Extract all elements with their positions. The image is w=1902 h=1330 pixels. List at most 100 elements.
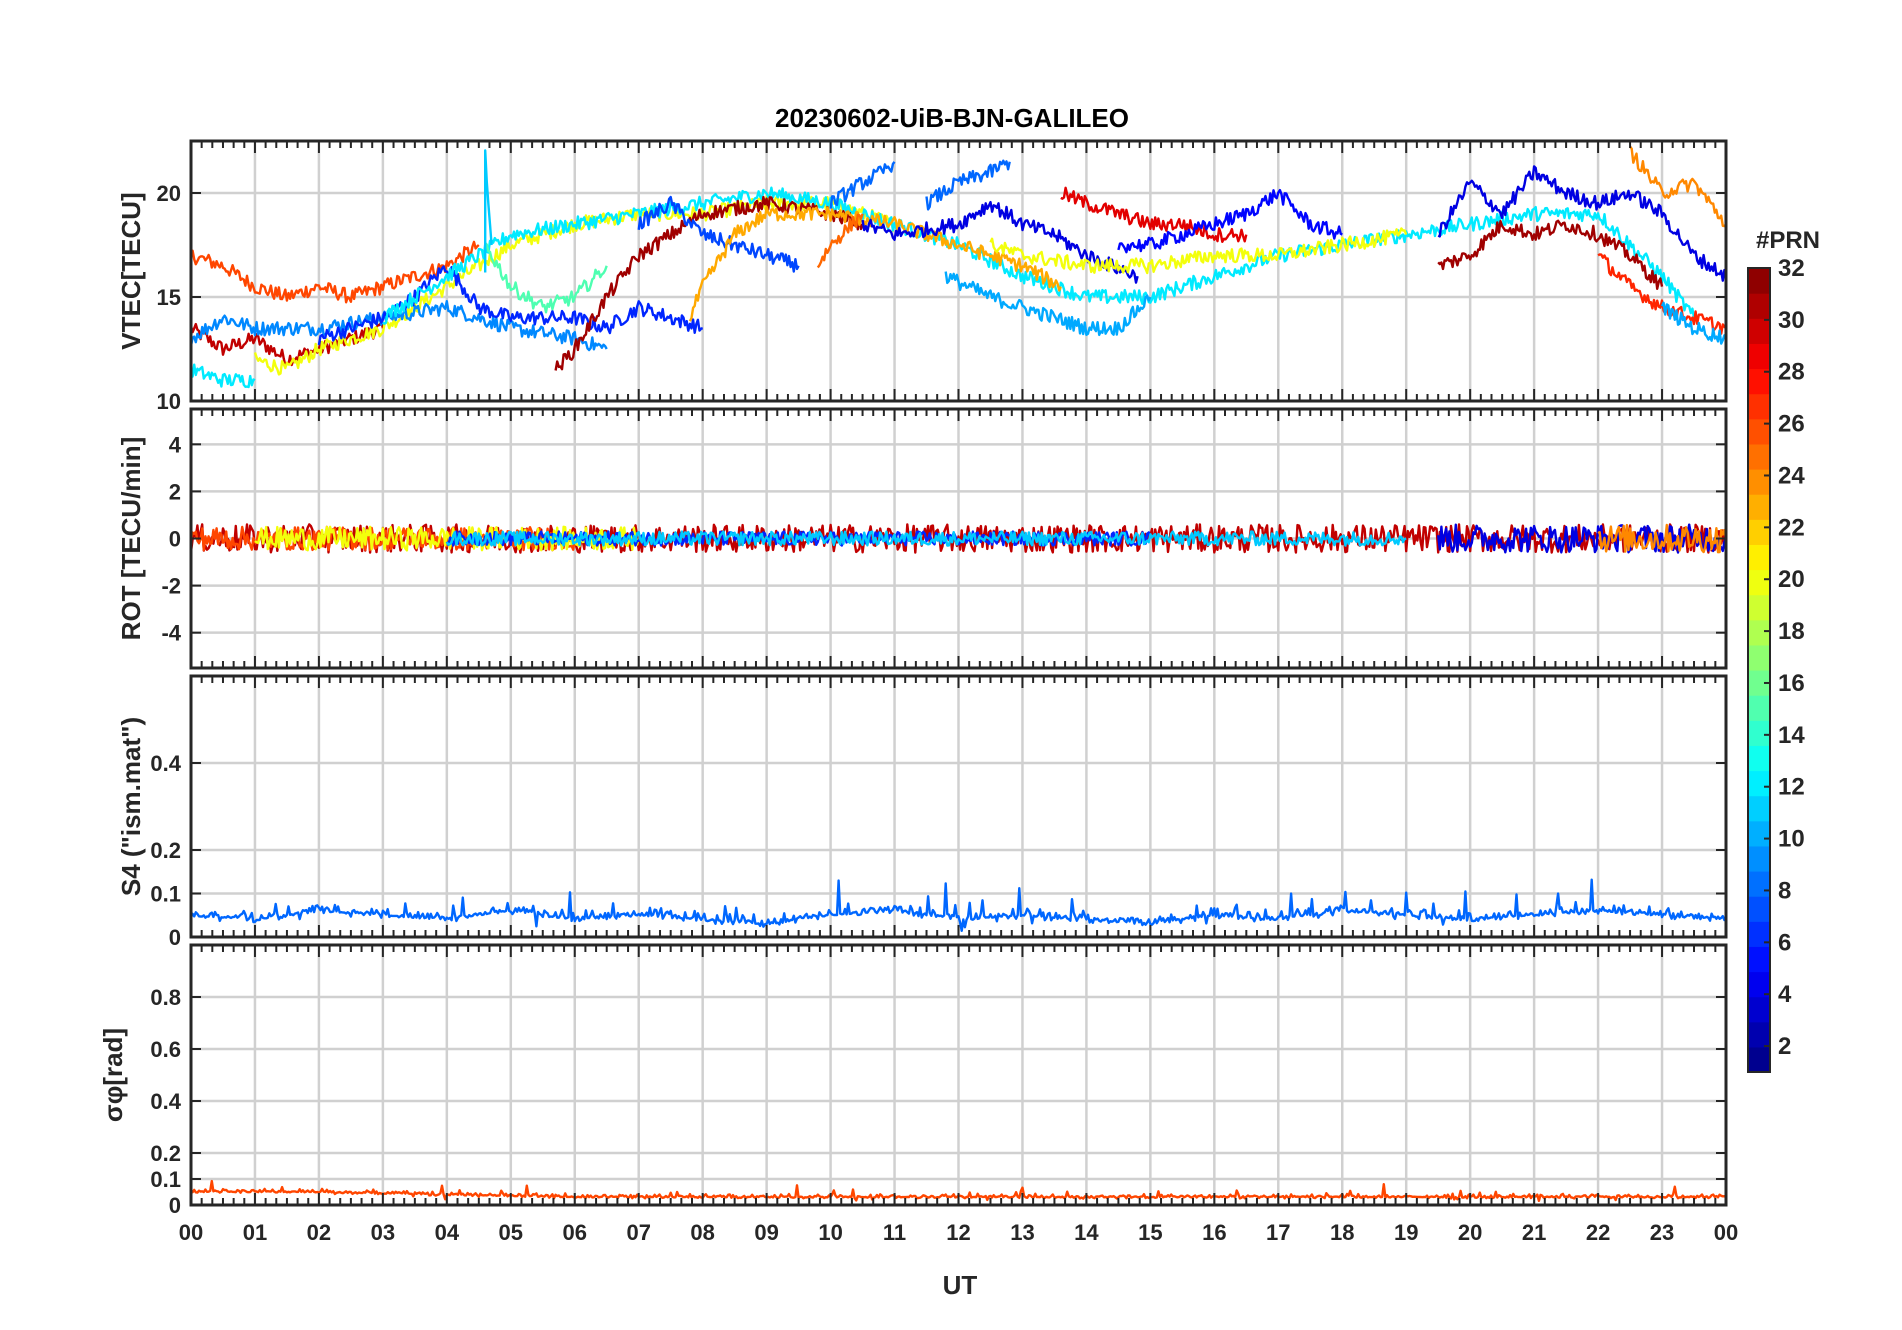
colorbar-tick-label: 10 bbox=[1778, 826, 1805, 853]
series-line-prn-24-22 bbox=[1629, 145, 1726, 228]
colorbar-segment bbox=[1748, 293, 1770, 319]
colorbar-tick-label: 6 bbox=[1778, 929, 1791, 956]
x-tick-label: 05 bbox=[499, 1220, 523, 1245]
grid bbox=[191, 676, 1726, 939]
x-tick-label: 07 bbox=[626, 1220, 650, 1245]
series-line-prn-12-6 bbox=[382, 186, 1696, 325]
colorbar-segment bbox=[1748, 544, 1770, 571]
colorbar-segment bbox=[1748, 996, 1770, 1023]
colorbar-tick-label: 30 bbox=[1778, 307, 1805, 334]
colorbar-tick-label: 18 bbox=[1778, 618, 1805, 645]
y-tick-label: 2 bbox=[169, 479, 181, 504]
y-axis-label: S4 ("ism.mat") bbox=[116, 717, 146, 896]
series-line-prn-5-19 bbox=[1117, 188, 1343, 254]
x-ticks bbox=[190, 676, 1727, 937]
colorbar-segment bbox=[1748, 318, 1770, 344]
panel-3: 0 0.1 0.2 0.4S4 ("ism.mat") bbox=[116, 674, 1728, 950]
y-tick-label: 0.6 bbox=[150, 1037, 181, 1062]
y-tick-label: -4 bbox=[161, 621, 181, 646]
series-line-prn-4-5 bbox=[1437, 523, 1726, 554]
x-tick-labels: 00 01 02 03 04 05 06 07 08 09 10 11 12 13 14 15 16 17 18 19… bbox=[179, 1220, 1738, 1245]
colorbar-segment bbox=[1748, 670, 1770, 696]
series-line-prn-7-10 bbox=[637, 195, 800, 273]
series-line-prn-11-4 bbox=[445, 530, 1407, 547]
y-tick-label: 20 bbox=[157, 181, 181, 206]
colorbar-segment bbox=[1748, 393, 1770, 420]
x-tick-label: 13 bbox=[1010, 1220, 1034, 1245]
x-ticks bbox=[190, 409, 1727, 668]
colorbar-tick-label: 2 bbox=[1778, 1033, 1791, 1060]
colorbar-segment bbox=[1748, 871, 1770, 897]
colorbar-tick-label: 24 bbox=[1778, 462, 1805, 489]
panel-1: 10 15 20 VTEC[TECU] bbox=[116, 139, 1728, 414]
series-line-prn-23-11 bbox=[688, 205, 1062, 322]
colorbar-segment bbox=[1748, 695, 1770, 721]
x-axis-label: UT bbox=[943, 1270, 978, 1300]
x-ticks bbox=[190, 945, 1727, 1205]
y-tick-label: 4 bbox=[169, 432, 182, 457]
colorbar-segment bbox=[1748, 946, 1770, 973]
x-tick-label: 14 bbox=[1074, 1220, 1099, 1245]
x-tick-label: 22 bbox=[1586, 1220, 1610, 1245]
series-line-prn-31-9 bbox=[554, 195, 864, 371]
colorbar-frame bbox=[1747, 267, 1771, 1073]
x-tick-label: 09 bbox=[754, 1220, 778, 1245]
colorbar-segment bbox=[1748, 469, 1770, 495]
colorbar-tick-label: 16 bbox=[1778, 670, 1805, 697]
y-tick-label: 0.2 bbox=[150, 838, 181, 863]
x-tick-label: 00 bbox=[179, 1220, 203, 1245]
colorbar-segment bbox=[1748, 368, 1770, 395]
series-line-prn-29-17 bbox=[1060, 186, 1248, 243]
x-tick-label: 18 bbox=[1330, 1220, 1354, 1245]
series-group bbox=[191, 145, 1726, 389]
x-tick-label: 15 bbox=[1138, 1220, 1162, 1245]
colorbar-tick-label: 20 bbox=[1778, 566, 1805, 593]
x-tick-label: 08 bbox=[690, 1220, 714, 1245]
x-tick-label: 23 bbox=[1650, 1220, 1674, 1245]
colorbar-segment bbox=[1748, 418, 1770, 445]
colorbar-segment bbox=[1748, 921, 1770, 947]
x-tick-label: 12 bbox=[946, 1220, 970, 1245]
series-line-prn-10-24 bbox=[1660, 301, 1726, 345]
x-tick-label: 19 bbox=[1394, 1220, 1418, 1245]
x-tick-label: 21 bbox=[1522, 1220, 1546, 1245]
y-tick-label: 10 bbox=[157, 389, 181, 414]
y-tick-label: 15 bbox=[157, 285, 181, 310]
series-group bbox=[191, 523, 1726, 554]
y-tick-label: 0 bbox=[169, 925, 181, 950]
colorbar-segment bbox=[1748, 619, 1770, 646]
series-line-prn-27-23 bbox=[1597, 253, 1726, 335]
series-line-prn-10-16 bbox=[944, 271, 1152, 337]
colorbar-segment bbox=[1748, 343, 1770, 370]
colorbar-tick-label: 28 bbox=[1778, 359, 1805, 386]
colorbar-tick-label: 4 bbox=[1778, 981, 1792, 1008]
series-line-prn-8-14 bbox=[925, 159, 1011, 211]
series-group bbox=[191, 878, 1726, 932]
colorbar-segment bbox=[1748, 1046, 1770, 1073]
colorbar-segment bbox=[1748, 519, 1770, 545]
colorbar-tick-label: 14 bbox=[1778, 722, 1805, 749]
colorbar-tick-label: 26 bbox=[1778, 411, 1805, 438]
x-tick-label: 04 bbox=[435, 1220, 460, 1245]
series-line-prn-4-15 bbox=[861, 200, 1139, 284]
series-line-prn-8-13 bbox=[829, 161, 896, 209]
x-tick-label: 20 bbox=[1458, 1220, 1482, 1245]
series-line-prn-4-20 bbox=[1437, 165, 1726, 282]
series-line-prn-24-6 bbox=[1597, 523, 1726, 554]
x-tick-label: 00 bbox=[1714, 1220, 1738, 1245]
x-tick-label: 01 bbox=[243, 1220, 267, 1245]
x-ticks bbox=[190, 141, 1727, 401]
colorbar-segment bbox=[1748, 1021, 1770, 1048]
series-line-prn-31-21 bbox=[1437, 219, 1664, 290]
colorbar-segment bbox=[1748, 820, 1770, 847]
colorbar-segment bbox=[1748, 845, 1770, 872]
colorbar-segment bbox=[1748, 720, 1770, 746]
colorbar-segment bbox=[1748, 896, 1770, 922]
y-tick-label: 0.2 bbox=[150, 1141, 181, 1166]
colorbar-segment bbox=[1748, 268, 1770, 294]
y-tick-label: 0.4 bbox=[150, 1089, 181, 1114]
colorbar-segment bbox=[1748, 494, 1770, 520]
colorbar-segment bbox=[1748, 443, 1770, 470]
series-line-prn-15-7 bbox=[484, 242, 608, 314]
